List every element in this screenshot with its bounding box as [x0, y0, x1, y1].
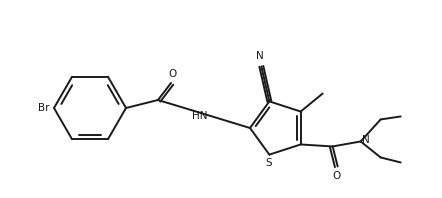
Text: N: N	[362, 135, 370, 146]
Text: S: S	[265, 158, 272, 168]
Text: Br: Br	[38, 103, 49, 113]
Text: N: N	[256, 51, 264, 61]
Text: O: O	[332, 171, 341, 181]
Text: HN: HN	[192, 111, 207, 121]
Text: O: O	[168, 69, 176, 79]
